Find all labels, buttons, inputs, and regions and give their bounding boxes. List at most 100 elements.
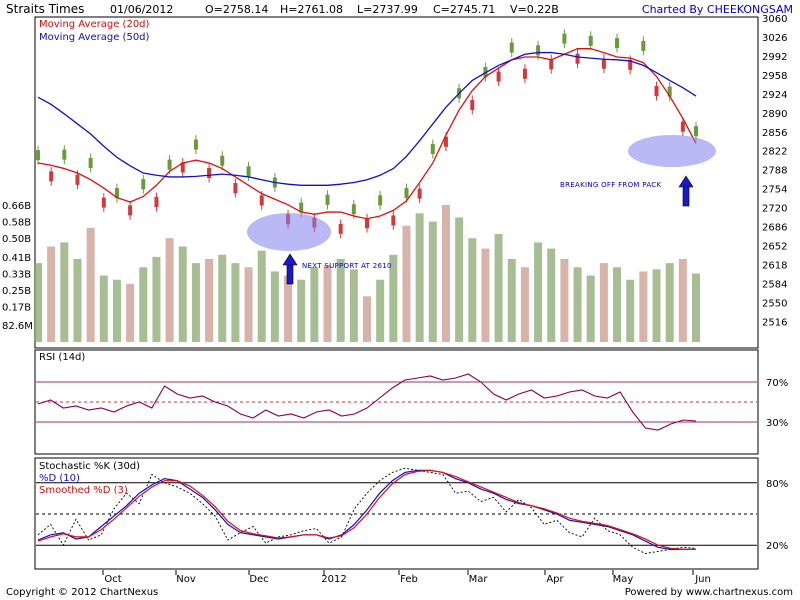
volume-bar (363, 296, 371, 342)
price-tick-label: 3060 (762, 14, 787, 25)
volume-bar (152, 256, 161, 342)
volume-bar (639, 271, 648, 342)
candle-body (114, 188, 119, 199)
candle-body (509, 42, 514, 53)
volume-bar (323, 265, 332, 342)
candle-body (62, 149, 67, 160)
candle-body (430, 144, 435, 155)
volume-bar (573, 267, 582, 342)
candle-body (496, 71, 501, 82)
breakout-highlight (628, 135, 716, 167)
powered-by-text: Powered by www.chartnexus.com (625, 587, 793, 598)
volume-bar (218, 254, 227, 342)
volume-tick-label: 0.17B (2, 303, 31, 314)
stoch-tick-label: 80% (766, 479, 788, 490)
volume-bar (599, 263, 608, 342)
moving-averages (37, 48, 697, 220)
price-tick-label: 2652 (762, 242, 787, 253)
x-tick-label: Nov (176, 574, 196, 585)
legend-ma20: Moving Average (20d) (39, 19, 150, 30)
volume-bar (665, 263, 674, 342)
candle-body (365, 218, 369, 229)
candle-body (351, 204, 356, 215)
price-tick-label: 2924 (762, 90, 787, 101)
volume-tick-label: 0.25B (2, 286, 31, 297)
candle-body (167, 159, 172, 170)
volume-bar (310, 267, 319, 342)
volume-bar (481, 248, 490, 342)
candle-body (654, 86, 659, 97)
quote-low: L=2737.99 (357, 3, 418, 16)
candle-body (88, 157, 93, 169)
candle-body (470, 99, 475, 111)
candle-body (391, 215, 396, 226)
candle-body (49, 171, 54, 182)
price-tick-label: 2788 (762, 166, 787, 177)
support-arrow-icon (282, 253, 298, 285)
candle-body (417, 188, 422, 199)
volume-bar (349, 269, 358, 342)
volume-bar (560, 258, 569, 342)
volume-bar (692, 273, 700, 342)
x-tick-label: Feb (400, 574, 418, 585)
volume-bar (626, 279, 635, 342)
volume-tick-label: 0.41B (2, 253, 31, 264)
legend-stoch-smoothed: Smoothed %D (3) (39, 485, 128, 496)
volume-bar (547, 248, 556, 342)
candle-body (141, 179, 146, 190)
candle-body (259, 195, 264, 206)
x-tick-label: Jun (694, 574, 711, 585)
candle-body (36, 150, 40, 161)
quote-high: H=2761.08 (280, 3, 343, 16)
volume-bar (520, 267, 529, 342)
volume-bar (205, 258, 214, 342)
volume-bar (47, 246, 56, 342)
volume-bar (507, 258, 516, 342)
candle-body (378, 195, 383, 206)
candle-body (75, 174, 80, 185)
volume-bar (34, 263, 42, 342)
volume-bar (441, 205, 450, 342)
rsi-tick-label: 70% (766, 378, 788, 389)
candle-body (246, 166, 251, 177)
candle-body (338, 223, 343, 234)
axis-ticks: 3060 3026 2992 2958 2924 2890 2856 2822 2788 2754… (2, 14, 788, 585)
x-tick-label: Apr (546, 574, 564, 585)
x-tick-label: Dec (249, 574, 268, 585)
candle-body (522, 68, 527, 79)
indicator-lines (36, 373, 757, 554)
price-tick-label: 2618 (762, 260, 787, 271)
stoch-tick-label: 20% (766, 541, 788, 552)
stoch-smoothed-line (37, 469, 696, 550)
volume-bar (126, 283, 135, 342)
volume-bar (86, 227, 95, 342)
x-tick-label: Mar (469, 574, 489, 585)
ma50-line (37, 51, 697, 186)
candle-body (667, 86, 672, 97)
volume-bar (73, 258, 82, 342)
candle-body (233, 183, 238, 194)
volume-bars (34, 205, 700, 342)
candle-body (404, 188, 409, 199)
candle-body (207, 168, 212, 179)
ma20-line (37, 48, 697, 220)
volume-bar (455, 217, 464, 342)
volume-bar (139, 267, 148, 342)
volume-bar (257, 250, 266, 342)
candle-body (628, 59, 633, 70)
candle-body (575, 53, 580, 64)
quote-date: 01/06/2012 (110, 3, 173, 16)
volume-tick-label: 0.50B (2, 234, 31, 245)
price-tick-label: 2856 (762, 128, 787, 139)
breakout-annotation: BREAKING OFF FROM PACK (560, 181, 661, 189)
quote-close: C=2745.71 (433, 3, 495, 16)
copyright-text: Copyright © 2012 ChartNexus (6, 587, 158, 598)
volume-bar (191, 263, 200, 342)
price-tick-label: 2686 (762, 223, 787, 234)
volume-bar (60, 242, 69, 342)
price-tick-label: 2890 (762, 109, 787, 120)
rsi-line (37, 373, 697, 431)
candle-body (128, 205, 133, 216)
volume-tick-label: 0.58B (2, 218, 31, 229)
